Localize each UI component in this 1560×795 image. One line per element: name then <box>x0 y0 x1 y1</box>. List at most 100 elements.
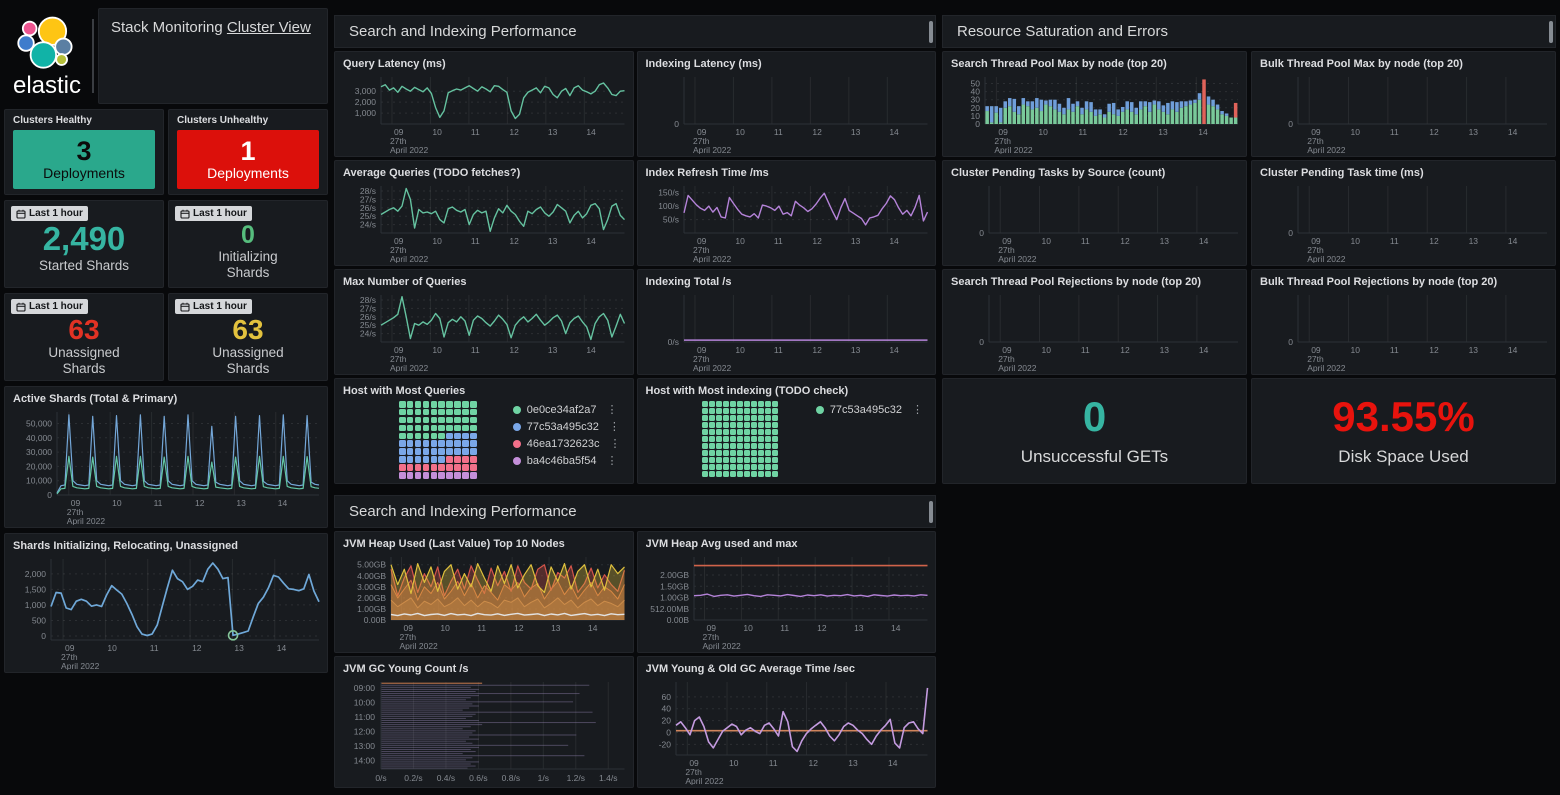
legend-label[interactable]: 0e0ce34af2a7 <box>526 403 597 416</box>
waffle-cell <box>722 429 729 435</box>
legend-label[interactable]: 77c53a495c32 <box>829 403 902 416</box>
legend-menu-icon[interactable]: ⋮ <box>606 404 618 416</box>
waffle-cell <box>446 440 453 448</box>
panel-title[interactable]: Clusters Healthy <box>13 115 92 126</box>
panel-title[interactable]: Query Latency (ms) <box>343 58 446 70</box>
legend-menu-icon[interactable]: ⋮ <box>608 421 620 433</box>
legend-menu-icon[interactable]: ⋮ <box>606 455 618 467</box>
waffle-cell <box>438 448 446 455</box>
legend-menu-icon[interactable]: ⋮ <box>609 438 621 450</box>
svg-text:11: 11 <box>1081 345 1090 355</box>
svg-text:11: 11 <box>477 623 486 633</box>
waffle-cell <box>764 401 771 407</box>
svg-text:14: 14 <box>586 127 596 137</box>
svg-text:10: 10 <box>1042 236 1052 246</box>
panel-title[interactable]: Max Number of Queries <box>343 276 467 288</box>
scrollbar[interactable] <box>929 501 933 523</box>
panel-title[interactable]: Bulk Thread Pool Max by node (top 20) <box>1260 58 1463 70</box>
panel-title[interactable]: Bulk Thread Pool Rejections by node (top… <box>1260 276 1498 288</box>
svg-text:3,000: 3,000 <box>355 86 377 96</box>
scrollbar[interactable] <box>1549 21 1553 43</box>
stat-label: Deployments <box>207 165 289 181</box>
svg-text:3.00GB: 3.00GB <box>357 582 386 592</box>
badge-label: Last 1 hour <box>29 301 83 312</box>
svg-text:09: 09 <box>394 345 404 355</box>
waffle-cell <box>771 471 778 477</box>
waffle-cell <box>470 408 477 416</box>
panel-title[interactable]: Index Refresh Time /ms <box>645 167 769 179</box>
panel-title[interactable]: Indexing Latency (ms) <box>645 58 762 70</box>
panel-title[interactable]: Search Thread Pool Max by node (top 20) <box>951 58 1167 70</box>
waffle-cell <box>736 401 743 407</box>
gc-young-count-chart[interactable]: 0/s 0.2/s 0.4/s 0.6/s 0.8/s 1/s 1.2/s 1.4/s 09:0… <box>335 676 633 785</box>
waffle-cell <box>454 456 461 463</box>
svg-text:150/s: 150/s <box>658 188 679 198</box>
waffle-cell <box>454 440 461 448</box>
host-queries-waffle[interactable] <box>399 401 477 479</box>
waffle-cell <box>757 415 764 421</box>
cluster-view-link[interactable]: Cluster View <box>226 19 311 36</box>
svg-text:0/s: 0/s <box>667 337 678 347</box>
legend-label[interactable]: ba4c46ba5f54 <box>526 454 597 467</box>
svg-text:10: 10 <box>1351 236 1361 246</box>
svg-text:14: 14 <box>889 236 899 246</box>
scrollbar[interactable] <box>929 21 933 43</box>
svg-text:10: 10 <box>432 345 442 355</box>
svg-text:2,000: 2,000 <box>355 97 377 107</box>
svg-text:April 2022: April 2022 <box>390 254 429 263</box>
elastic-logo[interactable]: elastic <box>4 8 90 104</box>
panel-title[interactable]: JVM GC Young Count /s <box>343 663 469 675</box>
svg-text:14: 14 <box>1508 345 1518 355</box>
panel-title[interactable]: Cluster Pending Tasks by Source (count) <box>951 167 1166 179</box>
waffle-cell <box>715 471 722 477</box>
panel-title[interactable]: Search Thread Pool Rejections by node (t… <box>951 276 1201 288</box>
legend: 0e0ce34af2a7 ⋮ 77c53a495c32 ⋮ 46ea1732623c… <box>512 401 621 467</box>
legend-label[interactable]: 46ea1732623c <box>526 437 600 450</box>
indexing-latency-panel: Indexing Latency (ms) 09 27th April 2022 10… <box>636 51 936 157</box>
waffle-cell <box>715 408 722 414</box>
panel-title[interactable]: Clusters Unhealthy <box>177 115 269 126</box>
panel-title[interactable]: Cluster Pending Task time (ms) <box>1260 167 1424 179</box>
svg-text:60: 60 <box>661 692 671 702</box>
svg-text:26/s: 26/s <box>360 312 376 322</box>
panel-title[interactable]: JVM Heap Avg used and max <box>645 538 798 550</box>
host-indexing-waffle[interactable] <box>701 401 778 477</box>
legend-menu-icon[interactable]: ⋮ <box>912 404 923 416</box>
panel-title[interactable]: Shards Initializing, Relocating, Unassig… <box>13 540 238 552</box>
waffle-cell <box>430 448 438 455</box>
waffle-cell <box>406 464 414 471</box>
svg-text:09: 09 <box>998 127 1008 137</box>
unassigned-shards-label: Unassigned Shards <box>212 345 284 377</box>
left-column: elastic Stack Monitoring Cluster View Cl… <box>4 8 328 673</box>
panel-title[interactable]: Host with Most indexing (TODO check) <box>645 385 849 397</box>
legend-dot <box>512 405 521 414</box>
panel-title[interactable]: Host with Most Queries <box>343 385 466 397</box>
svg-text:27th: 27th <box>692 354 709 364</box>
panel-title[interactable]: Active Shards (Total & Primary) <box>13 393 178 405</box>
panel-title[interactable]: Average Queries (TODO fetches?) <box>343 167 521 179</box>
panel-title[interactable]: Indexing Total /s <box>645 276 732 288</box>
panel-title[interactable]: JVM Heap Used (Last Value) Top 10 Nodes <box>343 538 565 550</box>
waffle-cell <box>462 448 469 455</box>
legend-label[interactable]: 77c53a495c32 <box>526 420 599 433</box>
waffle-cell <box>430 456 438 463</box>
panel-title[interactable]: JVM Young & Old GC Average Time /sec <box>645 663 855 675</box>
waffle-cell <box>743 401 750 407</box>
